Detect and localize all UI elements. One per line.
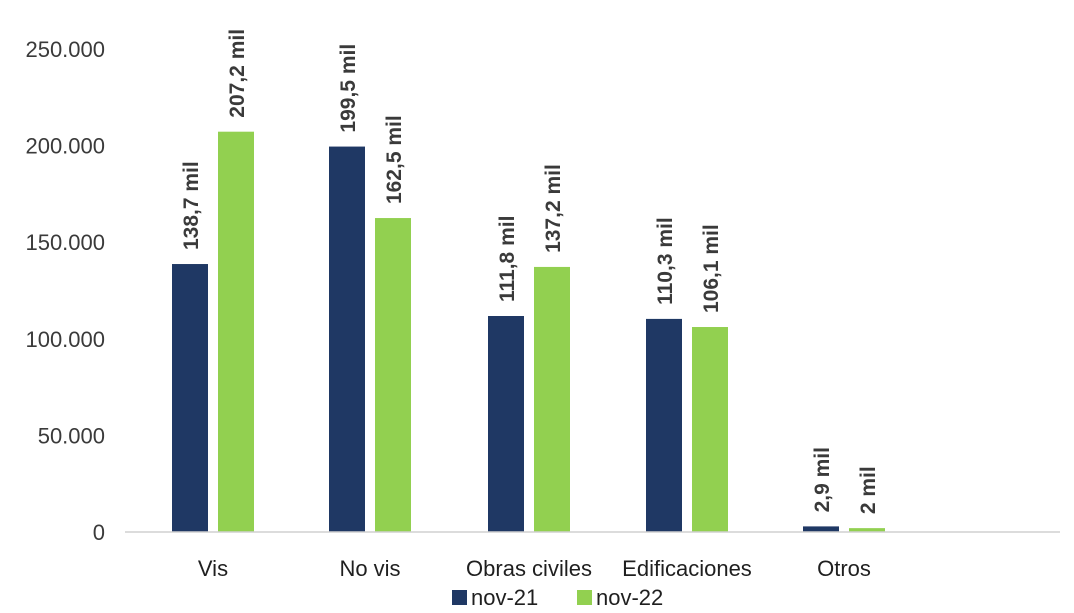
data-label-nov-21-4: 2,9 mil xyxy=(811,447,834,512)
legend: nov-21 nov-22 xyxy=(452,585,663,610)
bar-nov-21-1 xyxy=(329,146,365,533)
category-label-2: Obras civiles xyxy=(466,556,592,581)
data-label-nov-22-1: 162,5 mil xyxy=(383,115,406,204)
data-labels: 138,7 mil 207,2 mil 199,5 mil 162,5 mil 111,… xyxy=(180,29,880,514)
legend-swatch-nov-22 xyxy=(577,590,592,605)
category-label-1: No vis xyxy=(339,556,400,581)
bar-nov-21-0 xyxy=(172,264,208,532)
data-label-nov-22-3: 106,1 mil xyxy=(700,224,723,313)
data-label-nov-21-3: 110,3 mil xyxy=(654,217,677,305)
category-labels: Vis No vis Obras civiles Edificaciones Otros xyxy=(198,556,871,581)
y-tick-label: 50.000 xyxy=(38,423,105,448)
y-tick-label: 200.000 xyxy=(25,134,105,159)
data-label-nov-21-1: 199,5 mil xyxy=(337,44,360,133)
bar-nov-21-4 xyxy=(803,526,839,532)
bar-nov-22-1 xyxy=(375,218,411,533)
legend-label-nov-22: nov-22 xyxy=(596,585,663,608)
y-tick-label: 0 xyxy=(93,520,105,545)
legend-swatch-nov-21 xyxy=(452,590,467,605)
bars xyxy=(172,131,885,533)
bar-nov-21-2 xyxy=(488,316,524,532)
data-label-nov-22-0: 207,2 mil xyxy=(226,29,249,118)
data-label-nov-21-0: 138,7 mil xyxy=(180,161,203,250)
bar-nov-22-2 xyxy=(534,266,570,532)
y-tick-label: 100.000 xyxy=(25,327,105,352)
y-tick-label: 150.000 xyxy=(25,230,105,255)
bar-nov-22-4 xyxy=(849,528,885,532)
y-tick-label: 250.000 xyxy=(25,37,105,62)
category-label-4: Otros xyxy=(817,556,871,581)
category-label-3: Edificaciones xyxy=(622,556,752,581)
data-label-nov-21-2: 111,8 mil xyxy=(496,216,519,302)
y-axis-ticks: 0 50.000 100.000 150.000 200.000 250.000 xyxy=(25,37,105,545)
category-label-0: Vis xyxy=(198,556,228,581)
data-label-nov-22-2: 137,2 mil xyxy=(542,164,565,253)
bar-nov-21-3 xyxy=(646,318,682,532)
data-label-nov-22-4: 2 mil xyxy=(857,466,880,514)
legend-label-nov-21: nov-21 xyxy=(471,585,538,608)
bar-nov-22-0 xyxy=(218,131,254,532)
bar-nov-22-3 xyxy=(692,327,728,532)
